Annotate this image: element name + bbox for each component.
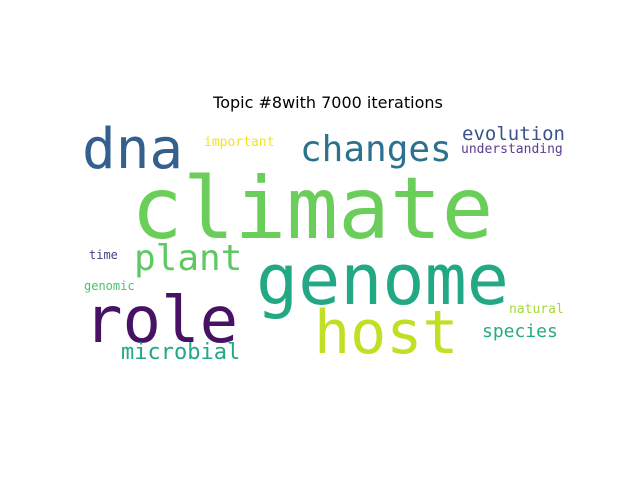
word-changes: changes bbox=[300, 129, 452, 170]
word-microbial: microbial bbox=[121, 340, 240, 365]
word-natural: natural bbox=[509, 302, 564, 317]
word-dna: dna bbox=[82, 117, 183, 182]
word-evolution: evolution bbox=[462, 123, 565, 145]
word-genomic: genomic bbox=[84, 279, 135, 293]
word-climate: climate bbox=[131, 159, 493, 259]
word-species: species bbox=[482, 321, 558, 342]
word-plant: plant bbox=[134, 238, 242, 279]
word-genome: genome bbox=[256, 239, 509, 321]
word-role: role bbox=[84, 284, 238, 358]
word-host: host bbox=[314, 298, 459, 368]
word-important: important bbox=[204, 135, 274, 150]
word-understanding: understanding bbox=[461, 142, 563, 157]
word-time: time bbox=[89, 248, 118, 262]
chart-title: Topic #8with 7000 iterations bbox=[213, 93, 443, 112]
